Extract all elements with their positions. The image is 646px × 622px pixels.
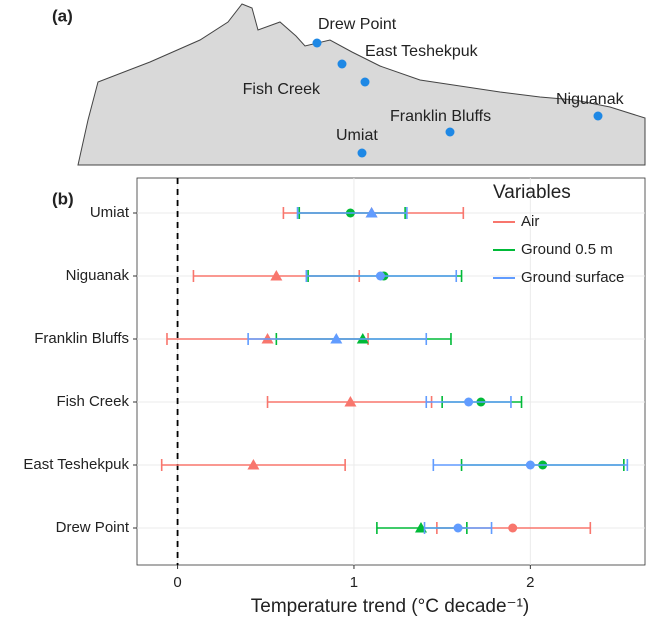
x-axis-title: Temperature trend (°C decade⁻¹) (251, 596, 529, 617)
legend-title: Variables (493, 182, 571, 203)
point-marker (330, 333, 343, 344)
site-label: Fish Creek (243, 81, 321, 98)
panel-label: (b) (52, 189, 74, 208)
legend-label: Ground 0.5 m (521, 241, 613, 258)
panel-label: (a) (52, 6, 73, 25)
site-marker (337, 59, 347, 69)
y-tick-label: Fish Creek (56, 393, 129, 410)
point-marker (247, 459, 260, 470)
site-label: Drew Point (318, 16, 397, 33)
point-marker (344, 396, 357, 407)
legend-label: Air (521, 213, 539, 230)
y-tick-label: Drew Point (56, 519, 130, 536)
point-marker (270, 270, 283, 281)
legend-label: Ground surface (521, 269, 624, 286)
site-label: East Teshekpuk (365, 43, 479, 60)
x-tick-label: 1 (350, 574, 358, 591)
error-bar (296, 207, 408, 219)
point-marker (375, 271, 385, 281)
point-marker (453, 523, 463, 533)
site-label: Niguanak (556, 91, 625, 108)
y-tick-label: Franklin Bluffs (34, 330, 129, 347)
site-marker (312, 38, 322, 48)
point-marker (525, 460, 535, 470)
y-tick-label: Umiat (90, 204, 130, 221)
point-marker (508, 523, 518, 533)
site-label: Umiat (336, 127, 378, 144)
site-marker (360, 77, 370, 87)
plot-panel (136, 177, 646, 566)
point-marker (365, 207, 378, 218)
y-tick-label: East Teshekpuk (23, 456, 129, 473)
x-tick-label: 0 (173, 574, 181, 591)
site-marker (593, 111, 603, 121)
x-tick-label: 2 (526, 574, 534, 591)
site-marker (357, 148, 367, 158)
site-label: Franklin Bluffs (390, 108, 491, 125)
point-marker (464, 397, 474, 407)
site-marker (445, 127, 455, 137)
y-tick-label: Niguanak (66, 267, 130, 284)
